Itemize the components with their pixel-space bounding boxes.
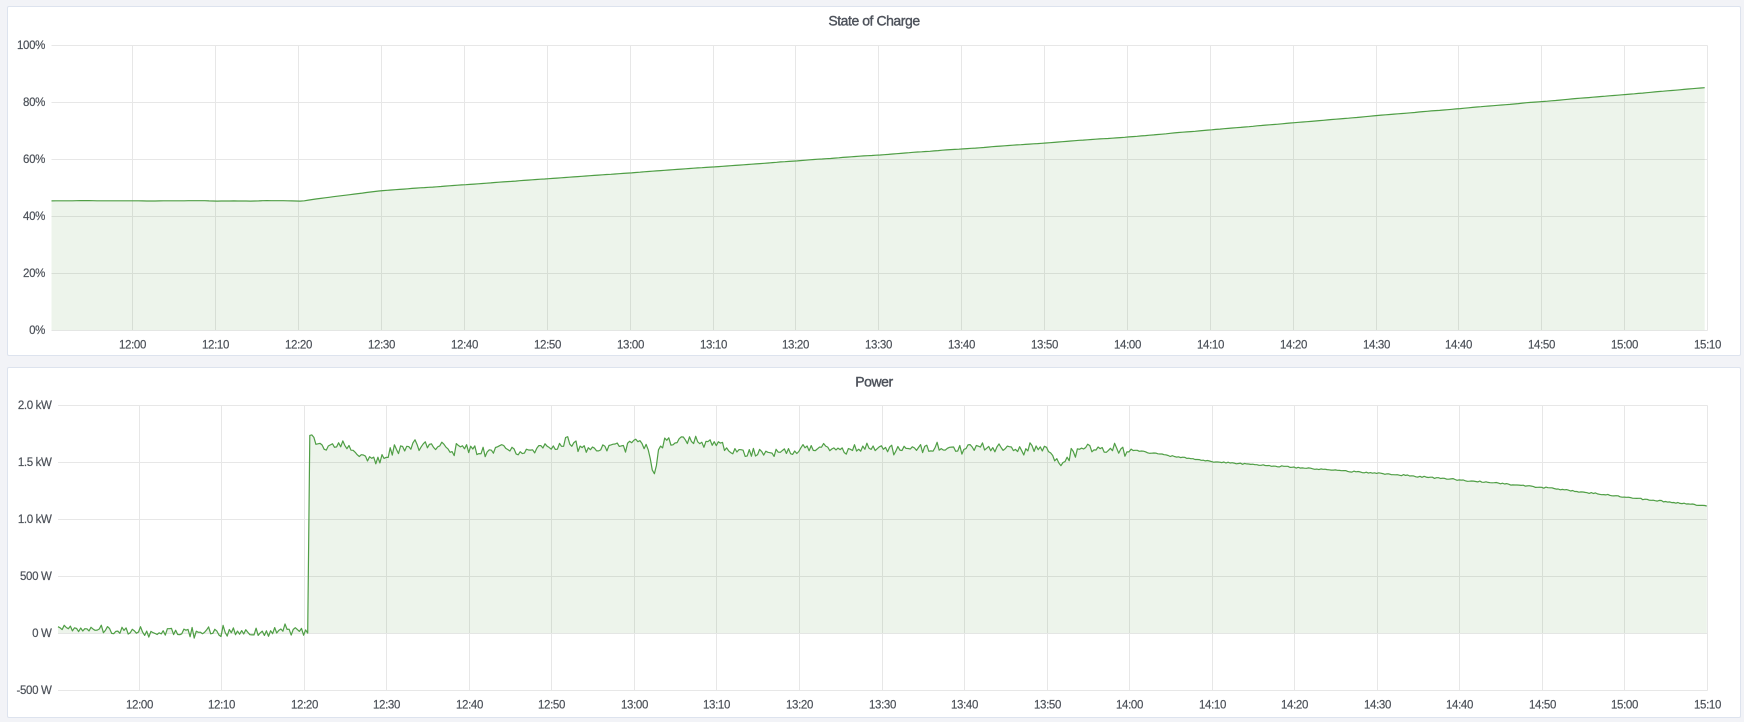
svg-text:12:00: 12:00 (119, 339, 146, 351)
svg-text:12:40: 12:40 (456, 699, 483, 711)
svg-text:40%: 40% (23, 211, 45, 223)
svg-text:12:10: 12:10 (202, 339, 229, 351)
svg-text:13:50: 13:50 (1034, 699, 1061, 711)
svg-text:14:10: 14:10 (1197, 339, 1224, 351)
svg-text:13:10: 13:10 (700, 339, 727, 351)
svg-text:14:40: 14:40 (1446, 699, 1473, 711)
svg-text:0%: 0% (29, 325, 45, 337)
svg-text:15:10: 15:10 (1694, 339, 1721, 351)
svg-text:13:40: 13:40 (951, 699, 978, 711)
svg-text:12:00: 12:00 (126, 699, 153, 711)
svg-text:100%: 100% (17, 40, 45, 52)
svg-text:12:30: 12:30 (373, 699, 400, 711)
svg-text:14:10: 14:10 (1199, 699, 1226, 711)
svg-text:13:00: 13:00 (621, 699, 648, 711)
svg-text:13:40: 13:40 (948, 339, 975, 351)
svg-text:13:10: 13:10 (703, 699, 730, 711)
svg-text:14:30: 14:30 (1363, 339, 1390, 351)
svg-text:13:30: 13:30 (865, 339, 892, 351)
svg-text:12:20: 12:20 (291, 699, 318, 711)
svg-text:15:00: 15:00 (1611, 699, 1638, 711)
svg-text:500 W: 500 W (20, 571, 52, 583)
svg-text:State of Charge: State of Charge (828, 13, 920, 29)
svg-text:13:20: 13:20 (782, 339, 809, 351)
svg-text:14:00: 14:00 (1116, 699, 1143, 711)
svg-text:14:50: 14:50 (1528, 339, 1555, 351)
svg-text:20%: 20% (23, 268, 45, 280)
svg-text:-500 W: -500 W (17, 685, 52, 697)
svg-text:0 W: 0 W (32, 628, 52, 640)
svg-text:13:00: 13:00 (617, 339, 644, 351)
svg-text:60%: 60% (23, 154, 45, 166)
svg-text:13:50: 13:50 (1031, 339, 1058, 351)
svg-text:14:40: 14:40 (1445, 339, 1472, 351)
svg-text:13:30: 13:30 (869, 699, 896, 711)
svg-text:12:40: 12:40 (451, 339, 478, 351)
svg-text:14:20: 14:20 (1281, 699, 1308, 711)
svg-text:12:50: 12:50 (538, 699, 565, 711)
svg-text:15:10: 15:10 (1694, 699, 1721, 711)
svg-text:14:00: 14:00 (1114, 339, 1141, 351)
svg-text:13:20: 13:20 (786, 699, 813, 711)
svg-text:80%: 80% (23, 97, 45, 109)
svg-text:14:30: 14:30 (1364, 699, 1391, 711)
svg-text:12:30: 12:30 (368, 339, 395, 351)
svg-text:15:00: 15:00 (1611, 339, 1638, 351)
svg-text:12:50: 12:50 (534, 339, 561, 351)
svg-text:14:20: 14:20 (1280, 339, 1307, 351)
svg-text:1.5 kW: 1.5 kW (18, 457, 52, 469)
svg-text:14:50: 14:50 (1529, 699, 1556, 711)
svg-text:Power: Power (855, 374, 893, 390)
svg-text:1.0 kW: 1.0 kW (18, 514, 52, 526)
svg-text:12:10: 12:10 (208, 699, 235, 711)
svg-text:2.0 kW: 2.0 kW (18, 400, 52, 412)
svg-text:12:20: 12:20 (285, 339, 312, 351)
